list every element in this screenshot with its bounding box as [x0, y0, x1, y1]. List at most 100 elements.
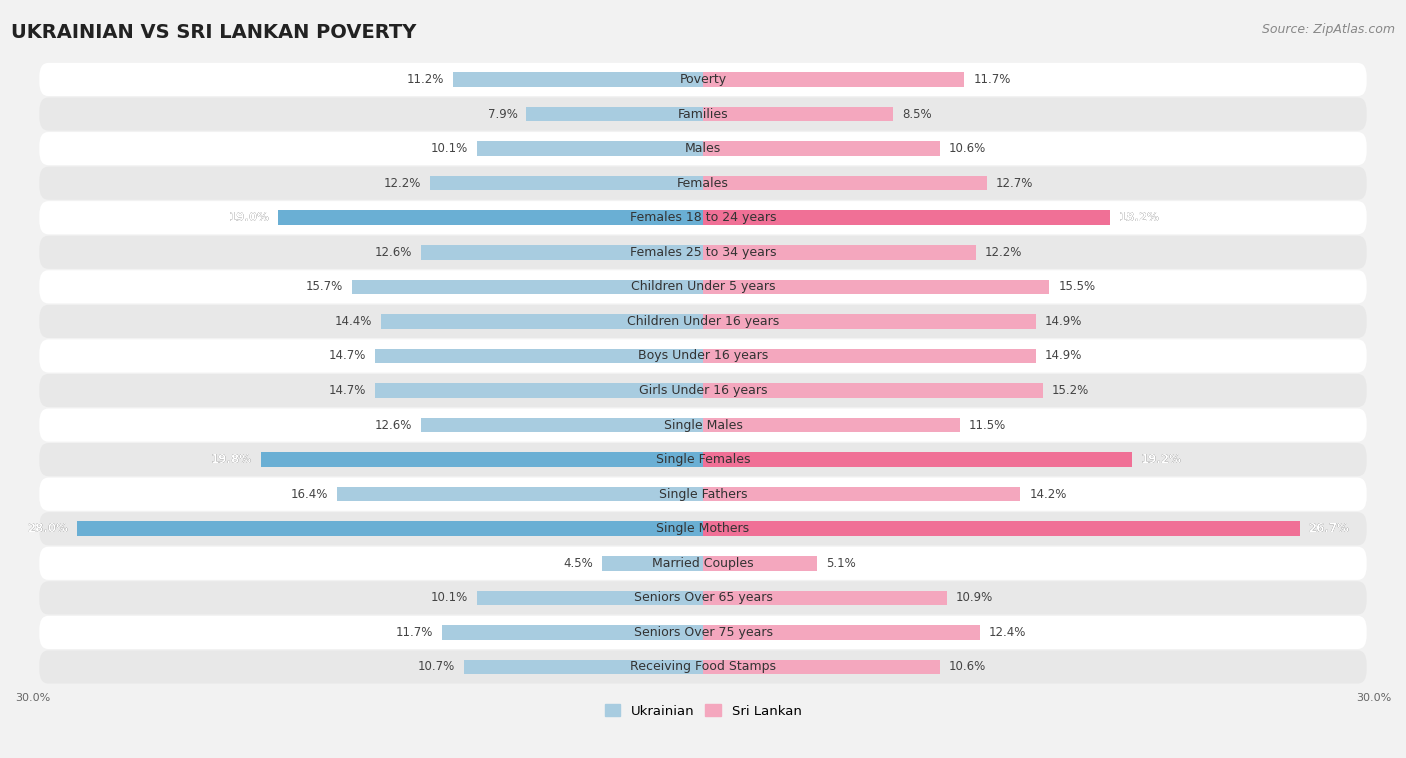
- Bar: [703, 384, 1043, 398]
- Text: Single Males: Single Males: [664, 418, 742, 431]
- Bar: [430, 176, 703, 190]
- Text: Girls Under 16 years: Girls Under 16 years: [638, 384, 768, 397]
- Text: 11.7%: 11.7%: [973, 73, 1011, 86]
- Text: 15.7%: 15.7%: [307, 280, 343, 293]
- FancyBboxPatch shape: [39, 63, 1367, 96]
- Text: 15.2%: 15.2%: [1052, 384, 1088, 397]
- Text: Married Couples: Married Couples: [652, 557, 754, 570]
- Text: 15.5%: 15.5%: [1059, 280, 1095, 293]
- Text: Poverty: Poverty: [679, 73, 727, 86]
- Bar: [374, 384, 703, 398]
- Text: 10.1%: 10.1%: [432, 142, 468, 155]
- Bar: [477, 590, 703, 605]
- Text: 12.6%: 12.6%: [375, 418, 412, 431]
- Text: 14.2%: 14.2%: [1029, 487, 1067, 501]
- Text: Source: ZipAtlas.com: Source: ZipAtlas.com: [1261, 23, 1395, 36]
- Text: 19.8%: 19.8%: [211, 453, 252, 466]
- Bar: [422, 245, 703, 259]
- Text: 5.1%: 5.1%: [825, 557, 856, 570]
- Bar: [260, 453, 703, 467]
- Text: Children Under 16 years: Children Under 16 years: [627, 315, 779, 328]
- Text: 10.6%: 10.6%: [949, 660, 986, 674]
- Text: 10.6%: 10.6%: [949, 142, 986, 155]
- Bar: [703, 314, 1036, 329]
- FancyBboxPatch shape: [39, 236, 1367, 269]
- Bar: [703, 453, 1132, 467]
- FancyBboxPatch shape: [39, 650, 1367, 684]
- Text: 19.2%: 19.2%: [1142, 453, 1182, 466]
- Bar: [703, 556, 817, 571]
- Bar: [703, 349, 1036, 363]
- Text: 14.9%: 14.9%: [1045, 349, 1083, 362]
- FancyBboxPatch shape: [39, 201, 1367, 234]
- Text: 12.4%: 12.4%: [988, 626, 1026, 639]
- Text: Males: Males: [685, 142, 721, 155]
- Bar: [278, 211, 703, 225]
- Bar: [703, 176, 987, 190]
- FancyBboxPatch shape: [39, 443, 1367, 476]
- FancyBboxPatch shape: [39, 512, 1367, 545]
- Bar: [352, 280, 703, 294]
- Text: Boys Under 16 years: Boys Under 16 years: [638, 349, 768, 362]
- Bar: [703, 280, 1049, 294]
- Bar: [703, 245, 976, 259]
- Text: 12.6%: 12.6%: [375, 246, 412, 258]
- Legend: Ukrainian, Sri Lankan: Ukrainian, Sri Lankan: [599, 699, 807, 723]
- Text: 10.1%: 10.1%: [432, 591, 468, 604]
- Bar: [374, 349, 703, 363]
- Text: 14.9%: 14.9%: [1045, 315, 1083, 328]
- FancyBboxPatch shape: [39, 581, 1367, 615]
- Text: Receiving Food Stamps: Receiving Food Stamps: [630, 660, 776, 674]
- Text: Females 18 to 24 years: Females 18 to 24 years: [630, 211, 776, 224]
- Text: Females 25 to 34 years: Females 25 to 34 years: [630, 246, 776, 258]
- FancyBboxPatch shape: [39, 547, 1367, 580]
- Text: 19.8%: 19.8%: [211, 453, 252, 466]
- Bar: [703, 211, 1109, 225]
- Bar: [422, 418, 703, 432]
- Text: 14.7%: 14.7%: [328, 384, 366, 397]
- Text: 12.2%: 12.2%: [984, 246, 1022, 258]
- Text: 10.7%: 10.7%: [418, 660, 456, 674]
- Bar: [77, 522, 703, 536]
- Text: 12.7%: 12.7%: [995, 177, 1033, 190]
- Text: Families: Families: [678, 108, 728, 121]
- Text: 18.2%: 18.2%: [1119, 211, 1160, 224]
- Text: Single Females: Single Females: [655, 453, 751, 466]
- FancyBboxPatch shape: [39, 271, 1367, 303]
- Bar: [703, 107, 893, 121]
- FancyBboxPatch shape: [39, 615, 1367, 649]
- Text: 26.7%: 26.7%: [1309, 522, 1350, 535]
- Text: 14.7%: 14.7%: [328, 349, 366, 362]
- Text: 19.2%: 19.2%: [1142, 453, 1182, 466]
- Text: Children Under 5 years: Children Under 5 years: [631, 280, 775, 293]
- Bar: [703, 72, 965, 86]
- FancyBboxPatch shape: [39, 409, 1367, 442]
- Bar: [703, 418, 960, 432]
- Bar: [464, 659, 703, 675]
- Bar: [703, 522, 1299, 536]
- Text: 10.9%: 10.9%: [956, 591, 993, 604]
- Text: Seniors Over 75 years: Seniors Over 75 years: [634, 626, 772, 639]
- Text: 28.0%: 28.0%: [28, 522, 69, 535]
- FancyBboxPatch shape: [39, 340, 1367, 372]
- Bar: [526, 107, 703, 121]
- Bar: [453, 72, 703, 86]
- Text: 4.5%: 4.5%: [564, 557, 593, 570]
- Text: Females: Females: [678, 177, 728, 190]
- Bar: [703, 590, 946, 605]
- FancyBboxPatch shape: [39, 98, 1367, 130]
- Bar: [703, 141, 939, 156]
- Text: 19.0%: 19.0%: [229, 211, 270, 224]
- Text: 11.2%: 11.2%: [406, 73, 444, 86]
- Bar: [441, 625, 703, 640]
- Text: 11.5%: 11.5%: [969, 418, 1007, 431]
- FancyBboxPatch shape: [39, 305, 1367, 338]
- FancyBboxPatch shape: [39, 132, 1367, 165]
- Text: Single Mothers: Single Mothers: [657, 522, 749, 535]
- Text: 12.2%: 12.2%: [384, 177, 422, 190]
- Bar: [336, 487, 703, 502]
- Text: 26.7%: 26.7%: [1309, 522, 1350, 535]
- Text: Single Fathers: Single Fathers: [659, 487, 747, 501]
- Text: Seniors Over 65 years: Seniors Over 65 years: [634, 591, 772, 604]
- Bar: [602, 556, 703, 571]
